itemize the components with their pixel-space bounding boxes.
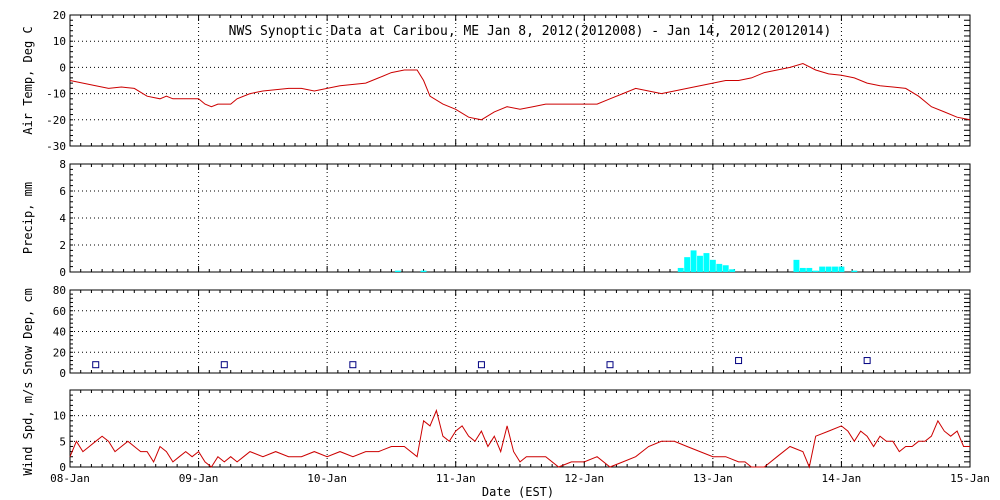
y-tick-label: 0 [59,61,66,74]
chart-panels: -30 -20 -10 0 10 20 Air Temp, Deg C 0 2 4 6 8 Precip… [21,9,990,485]
snow-panel: 0 20 40 60 80 Snow Dep, cm [21,284,971,380]
snow-depth-point [92,361,100,369]
y-tick-label: 2 [59,239,66,252]
y-tick-label: 10 [53,35,66,48]
x-tick-label: 14-Jan [822,472,862,485]
y-tick-label: 6 [59,185,66,198]
temp-y-axis-label: Air Temp, Deg C [21,26,35,134]
x-tick-label: 12-Jan [564,472,604,485]
wind-panel: 0 5 10 Wind Spd, m/s [21,382,971,476]
precip-bar [812,270,819,272]
y-tick-label: 20 [53,346,66,359]
precip-bar [799,267,806,272]
precip-bar [703,253,710,272]
precip-bar [716,263,723,272]
y-tick-label: -10 [46,88,66,101]
y-tick-label: 0 [59,367,66,380]
precip-bar [394,270,401,272]
y-tick-label: 4 [59,212,66,225]
x-tick-label: 10-Jan [307,472,347,485]
precip-bar [838,266,845,272]
precip-bar [722,265,729,272]
y-tick-label: -30 [46,140,66,153]
snow-depth-point [220,361,228,369]
precip-bar [851,270,858,272]
y-tick-label: 20 [53,9,66,22]
precip-panel: 0 2 4 6 8 Precip, mm [21,158,971,279]
precip-bar [677,267,684,272]
y-tick-label: 0 [59,461,66,474]
precip-bar [697,255,703,272]
y-tick-label: -20 [46,114,66,127]
y-tick-label: 5 [59,435,66,448]
snow-depth-point [477,361,485,369]
wind-series-line [69,408,970,469]
x-tick-label: 15-Jan [950,472,990,485]
snow-depth-point [863,357,871,365]
y-tick-label: 80 [53,284,66,297]
chart-title: NWS Synoptic Data at Caribou, ME Jan 8, … [229,24,832,39]
snow-depth-point [735,357,743,365]
snow-depth-point [606,361,614,369]
precip-bar [819,266,826,272]
snow-depth-point [349,361,357,369]
y-tick-label: 10 [53,410,66,423]
y-tick-label: 8 [59,158,66,171]
x-axis-label: Date (EST) [482,485,554,499]
temp-series-line [69,62,971,121]
x-tick-label: 11-Jan [436,472,476,485]
wind-y-axis-label: Wind Spd, m/s [21,382,35,476]
precip-bar [793,259,800,272]
y-tick-label: 40 [53,326,66,339]
precip-y-axis-label: Precip, mm [21,182,35,254]
precip-bar [684,257,691,272]
precip-bar [420,270,427,272]
x-tick-label: 13-Jan [693,472,733,485]
precip-bar [806,267,813,272]
precip-bar [690,250,697,272]
precip-bar [832,266,838,272]
snow-y-axis-label: Snow Dep, cm [21,288,35,375]
precip-bar [825,266,832,272]
y-tick-label: 0 [59,266,66,279]
x-tick-label: 08-Jan [50,472,90,485]
temp-panel: -30 -20 -10 0 10 20 Air Temp, Deg C [21,9,971,153]
y-tick-label: 60 [53,305,66,318]
precip-bar [729,269,736,272]
x-tick-label: 09-Jan [179,472,219,485]
precip-bar [709,259,716,272]
